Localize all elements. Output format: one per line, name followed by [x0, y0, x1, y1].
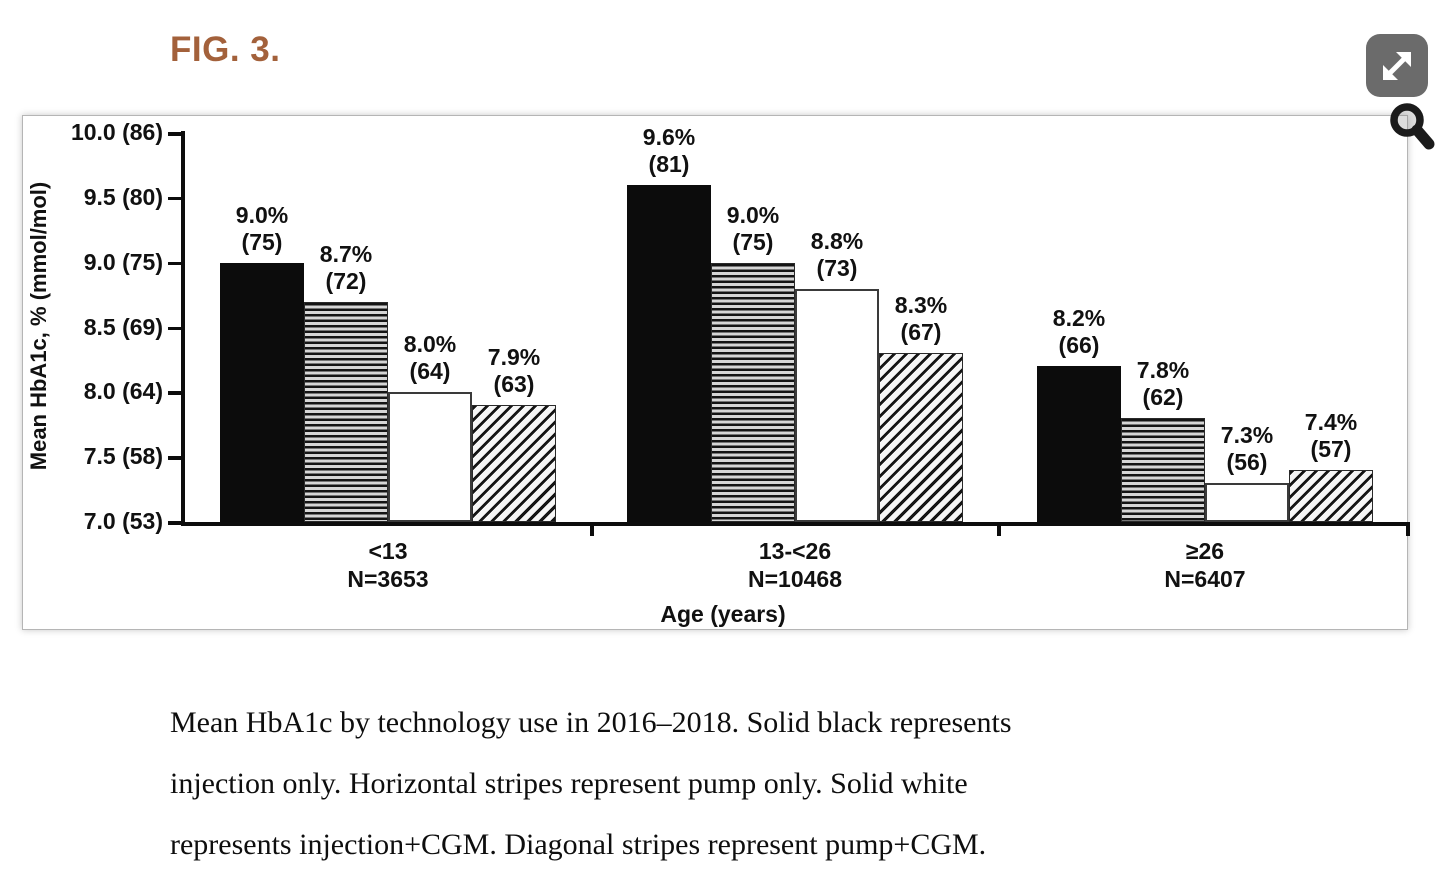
bar-horizontal-stripes-group1[interactable] — [304, 301, 388, 522]
bar-solid-white-group3[interactable] — [1205, 483, 1289, 522]
x-category-label[interactable]: ≥26 N=6407 — [1164, 538, 1246, 592]
bar-value-label[interactable]: 8.7% (72) — [319, 240, 373, 294]
bar-diagonal-stripes-group1[interactable] — [472, 405, 556, 522]
bar-diagonal-stripes-group2[interactable] — [879, 353, 963, 522]
bar-value-label[interactable]: 8.2% (66) — [1052, 305, 1106, 359]
x-category-label[interactable]: 13-<26 N=10468 — [748, 538, 842, 592]
figure-image-panel[interactable]: Mean HbA1c, % (mmol/mol) Age (years) 10.… — [22, 115, 1410, 630]
bar-value-label[interactable]: 8.3% (67) — [894, 292, 948, 346]
x-tick-mark[interactable] — [997, 522, 1001, 536]
bar-value-label[interactable]: 8.8% (73) — [810, 227, 864, 281]
x-tick-mark[interactable] — [590, 522, 594, 536]
bar-value-label[interactable]: 7.8% (62) — [1136, 357, 1190, 411]
bar-solid-black-group1[interactable] — [220, 262, 304, 522]
caption-line: represents injection+CGM. Diagonal strip… — [170, 828, 987, 861]
bar-solid-black-group2[interactable] — [627, 184, 711, 522]
y-tick-label[interactable]: 7.0 (53) — [83, 508, 163, 534]
x-axis[interactable] — [181, 522, 1410, 526]
y-tick-label[interactable]: 7.5 (58) — [83, 443, 163, 470]
x-tick-mark[interactable] — [1406, 522, 1410, 536]
bar-value-label[interactable]: 8.0% (64) — [403, 331, 457, 385]
y-tick-mark[interactable] — [168, 456, 181, 460]
y-tick-mark[interactable] — [168, 132, 181, 136]
bar-value-label[interactable]: 7.3% (56) — [1220, 422, 1274, 476]
figure-label: FIG. 3. — [170, 30, 281, 69]
figure-caption: Mean HbA1c by technology use in 2016–201… — [170, 692, 1270, 875]
bar-horizontal-stripes-group2[interactable] — [711, 262, 795, 522]
caption-line: injection only. Horizontal stripes repre… — [170, 767, 968, 800]
bar-solid-white-group1[interactable] — [388, 392, 472, 522]
caption-line: Mean HbA1c by technology use in 2016–201… — [170, 706, 1012, 739]
x-category-label[interactable]: <13 N=3653 — [347, 538, 429, 592]
y-tick-label[interactable]: 9.0 (75) — [83, 248, 163, 275]
bar-horizontal-stripes-group3[interactable] — [1121, 418, 1205, 522]
magnifier-icon[interactable] — [1386, 99, 1440, 153]
y-tick-mark[interactable] — [168, 521, 181, 525]
bar-chart: Mean HbA1c, % (mmol/mol) Age (years) 10.… — [23, 116, 1410, 629]
x-axis-title: Age (years) — [660, 601, 786, 627]
y-axis[interactable] — [181, 131, 185, 526]
y-tick-label[interactable]: 9.5 (80) — [83, 183, 163, 210]
expand-arrows-icon — [1383, 51, 1411, 80]
bar-diagonal-stripes-group3[interactable] — [1289, 470, 1373, 522]
bar-value-label[interactable]: 9.0% (75) — [726, 201, 780, 255]
expand-button[interactable] — [1366, 34, 1428, 97]
y-tick-label[interactable]: 8.0 (64) — [83, 378, 163, 405]
y-tick-mark[interactable] — [168, 196, 181, 201]
bar-value-label[interactable]: 9.0% (75) — [235, 201, 289, 255]
y-tick-mark[interactable] — [168, 326, 181, 330]
bar-value-label[interactable]: 7.9% (63) — [487, 344, 541, 398]
bar-solid-white-group2[interactable] — [795, 288, 879, 522]
y-tick-mark[interactable] — [168, 261, 181, 266]
y-tick-mark[interactable] — [168, 391, 181, 395]
bar-solid-black-group3[interactable] — [1037, 366, 1121, 522]
bar-value-label[interactable]: 9.6% (81) — [642, 123, 696, 177]
y-tick-label[interactable]: 10.0 (86) — [70, 119, 163, 145]
bar-value-label[interactable]: 7.4% (57) — [1304, 409, 1358, 463]
y-tick-label[interactable]: 8.5 (69) — [83, 313, 163, 340]
